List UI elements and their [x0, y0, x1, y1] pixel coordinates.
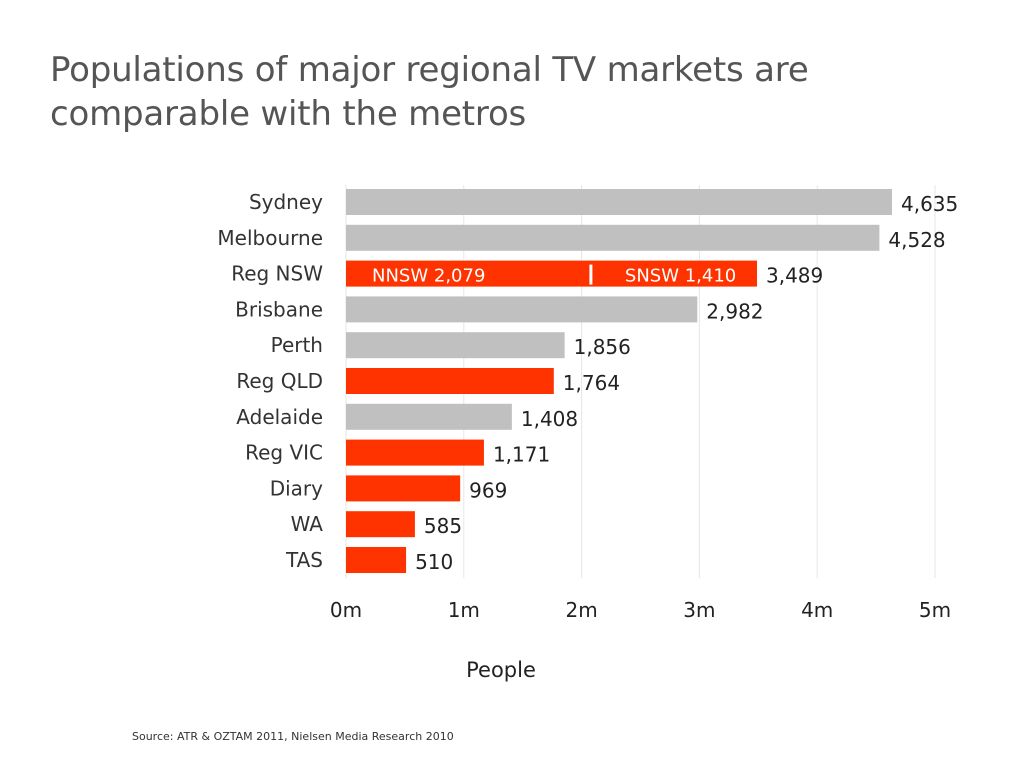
- category-label: WA: [291, 512, 324, 536]
- category-label: Reg QLD: [236, 369, 323, 393]
- value-label: 1,171: [493, 443, 550, 467]
- category-label: Sydney: [249, 190, 323, 214]
- bar-wa: [346, 511, 415, 538]
- value-label: 2,982: [706, 299, 763, 323]
- value-label: 510: [415, 550, 453, 574]
- bar-brisbane: [346, 296, 698, 323]
- bar-reg-qld: [346, 368, 554, 394]
- bars: [346, 189, 893, 573]
- value-label: 969: [469, 478, 507, 502]
- category-label: TAS: [285, 548, 323, 572]
- x-axis-label: People: [466, 658, 536, 682]
- bar-reg-vic: [346, 439, 484, 466]
- category-label: Brisbane: [235, 297, 323, 321]
- bar-perth: [346, 332, 565, 359]
- source-note: Source: ATR & OZTAM 2011, Nielsen Media …: [132, 730, 454, 743]
- x-tick-label: 5m: [919, 598, 951, 622]
- slide-title: Populations of major regional TV markets…: [50, 50, 809, 134]
- value-label: 1,408: [521, 407, 578, 431]
- bar-tas: [346, 547, 407, 573]
- x-tick-label: 0m: [330, 598, 362, 622]
- bar-adelaide: [346, 403, 512, 430]
- segment-label-snsw: SNSW 1,410: [625, 266, 736, 287]
- category-label: Adelaide: [236, 405, 323, 429]
- value-label: 4,528: [888, 228, 945, 252]
- bar-sydney: [346, 189, 893, 215]
- bar-reg-nsw: [346, 260, 758, 287]
- x-tick-label: 4m: [801, 598, 833, 622]
- x-tick-label: 1m: [448, 598, 480, 622]
- category-label: Reg NSW: [231, 262, 323, 286]
- bar-diary: [346, 475, 461, 502]
- value-label: 4,635: [901, 192, 958, 216]
- value-label: 585: [424, 514, 462, 538]
- value-label: 1,764: [563, 371, 620, 395]
- labels: 0m 1m 2m 3m 4m 5m Sydney 4,635 Melbourne 4,528 Reg…: [217, 190, 958, 622]
- category-label: Reg VIC: [245, 441, 323, 465]
- value-label: 3,489: [766, 264, 823, 288]
- x-tick-label: 2m: [565, 598, 597, 622]
- segment-label-nnsw: NNSW 2,079: [372, 266, 485, 287]
- category-label: Diary: [270, 476, 323, 500]
- bar-melbourne: [346, 224, 880, 251]
- category-label: Perth: [271, 333, 323, 357]
- category-label: Melbourne: [217, 226, 323, 250]
- value-label: 1,856: [574, 335, 631, 359]
- x-tick-label: 3m: [683, 598, 715, 622]
